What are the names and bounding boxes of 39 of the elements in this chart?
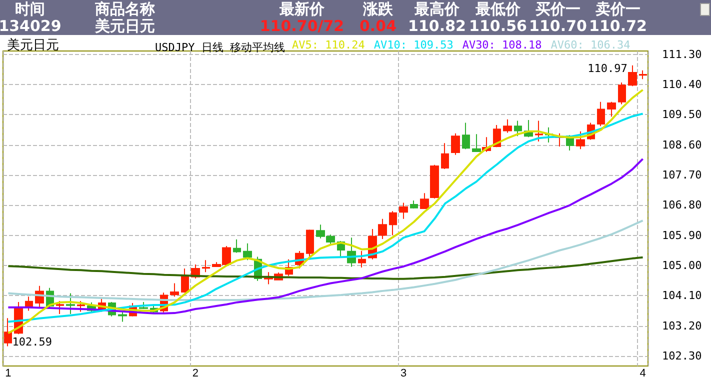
y-tick-label: 109.50 — [662, 108, 702, 122]
y-tick-label: 106.80 — [662, 198, 702, 212]
text: AV10: 109.53 — [374, 38, 454, 52]
chart-title: 美元日元 — [7, 37, 59, 53]
text: 110.70 — [529, 17, 587, 35]
y-tick-label: 110.40 — [662, 78, 702, 92]
x-tick-label: 3 — [400, 368, 407, 379]
y-tick-label: 104.10 — [662, 289, 702, 302]
y-tick-label: 108.60 — [662, 138, 702, 152]
text: 卖价一 — [596, 0, 640, 18]
text: AV5: 110.24 — [292, 38, 366, 52]
y-tick-label: 111.30 — [662, 48, 702, 61]
x-tick-label: 4 — [640, 368, 646, 379]
y-tick-label: 105.00 — [662, 258, 702, 272]
text: AV30: 108.18 — [462, 38, 542, 52]
text: 时间 — [15, 0, 45, 18]
y-tick-label: 103.20 — [662, 319, 702, 332]
text: 110.72 — [589, 17, 647, 35]
x-tick-label: 1 — [5, 368, 12, 379]
text: 110.56 — [469, 17, 527, 35]
chart-subtitle: USDJPY 日线 移动平均线 — [155, 41, 285, 54]
text: 美元日元 — [95, 17, 155, 35]
text: AV60: 106.34 — [550, 38, 631, 52]
y-tick-label: 105.90 — [662, 228, 702, 242]
text: 134029 — [0, 17, 62, 35]
text: 涨跌 — [363, 0, 393, 18]
annotation: 102.59 — [12, 336, 52, 349]
y-tick-label: 107.70 — [662, 168, 702, 182]
text: 最低价 — [476, 0, 520, 18]
text: 0.04 — [359, 17, 397, 35]
text: 买价一 — [536, 0, 580, 18]
text: 商品名称 — [95, 0, 155, 18]
text: 最新价 — [280, 0, 324, 18]
y-tick-label: 102.30 — [662, 349, 702, 362]
x-tick-label: 2 — [192, 368, 199, 379]
text: 最高价 — [414, 0, 460, 18]
text: 110.70/72 — [260, 17, 344, 35]
annotation: 110.97 — [588, 62, 628, 75]
text: 110.82 — [408, 17, 466, 35]
